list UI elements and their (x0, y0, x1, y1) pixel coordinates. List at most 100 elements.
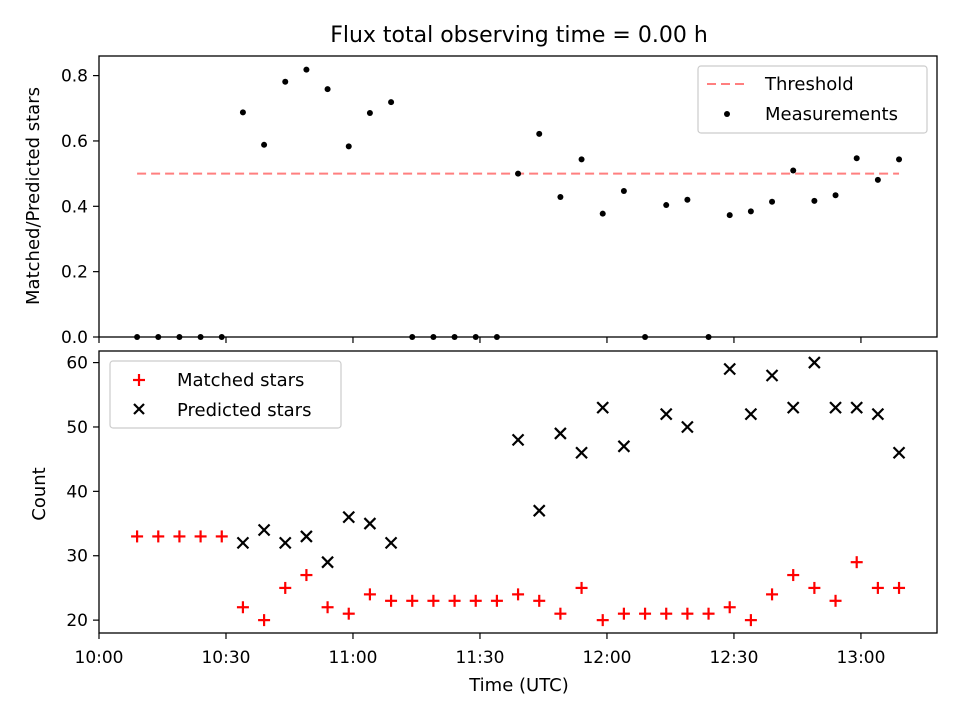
top-y-tick-label: 0.0 (61, 328, 88, 348)
bottom-y-tick-label: 40 (66, 482, 88, 502)
measurement-point (536, 130, 543, 137)
measurement-point (557, 193, 564, 200)
legend-threshold-label: Threshold (764, 74, 854, 95)
measurement-point (769, 198, 776, 205)
predicted-point (300, 530, 313, 543)
measurement-point (896, 156, 903, 163)
predicted-point (342, 510, 356, 524)
matched-point (258, 614, 271, 627)
legend-matched-label: Matched stars (177, 370, 304, 391)
legend-predicted-label: Predicted stars (177, 400, 311, 421)
measurement-point (366, 109, 373, 116)
top-y-axis-label: Matched/Predicted stars (23, 87, 44, 305)
matched-point (194, 530, 207, 543)
bottom-plot-frame (98, 350, 938, 634)
predicted-point (786, 401, 800, 414)
predicted-point (765, 369, 779, 382)
matched-point (406, 594, 419, 607)
predicted-point (257, 523, 271, 537)
x-tick-label: 10:30 (201, 648, 250, 668)
bottom-y-tick-label: 30 (66, 547, 88, 567)
matched-point (787, 569, 800, 582)
matched-point (131, 530, 144, 543)
matched-point (469, 594, 482, 607)
predicted-point (575, 446, 588, 460)
top-y-tick-label: 0.6 (61, 132, 88, 152)
predicted-point (808, 356, 821, 369)
top-y-tick-label: 0.4 (61, 197, 88, 217)
bottom-legend-frame (109, 360, 342, 429)
x-tick-label: 12:00 (582, 648, 631, 668)
matched-point (554, 607, 567, 620)
matched-point (448, 594, 461, 607)
matched-point (512, 588, 525, 601)
measurement-point (663, 202, 670, 209)
chart-title: Flux total observing time = 0.00 h (330, 23, 708, 48)
predicted-point (532, 504, 546, 517)
matched-point (871, 581, 884, 594)
measurement-point (388, 99, 395, 106)
matched-point (723, 601, 736, 614)
legend-matched-swatch (133, 374, 145, 386)
predicted-point (511, 433, 525, 447)
top-legend-frame (697, 65, 928, 134)
predicted-point (278, 536, 292, 550)
predicted-point (659, 407, 673, 421)
matched-point (152, 530, 165, 543)
x-tick-label: 11:30 (455, 648, 504, 668)
measurement-point (747, 208, 754, 215)
predicted-point (554, 427, 567, 440)
count-points (131, 356, 906, 627)
matched-point (173, 530, 186, 543)
matched-point (829, 594, 842, 607)
measurement-point (261, 141, 268, 148)
predicted-point (384, 536, 398, 550)
measurement-point (282, 78, 289, 85)
bottom-y-axis-label: Count (29, 467, 50, 520)
predicted-point (681, 420, 694, 434)
legend-predicted-swatch (133, 403, 145, 415)
matched-point (490, 594, 503, 607)
measurement-point (515, 170, 522, 177)
measurement-point (811, 197, 818, 204)
measurement-point (684, 196, 691, 203)
x-tick-label: 10:00 (75, 648, 124, 668)
matched-point (300, 569, 313, 582)
predicted-point (892, 446, 906, 460)
predicted-point (321, 555, 334, 569)
matched-point (342, 607, 355, 620)
bottom-y-tick-label: 60 (66, 354, 88, 374)
x-tick-label: 13:00 (836, 648, 885, 668)
matched-point (385, 594, 398, 607)
measurement-point (599, 210, 606, 217)
predicted-point (829, 401, 842, 414)
bottom-y-tick-label: 20 (66, 611, 88, 631)
matched-point (215, 530, 228, 543)
matched-point (639, 607, 652, 620)
top-plot-frame (98, 55, 938, 338)
matched-point (363, 588, 376, 601)
legend-measurements-swatch (724, 111, 730, 117)
top-y-axis: 0.0 0.2 0.4 0.6 0.8 (61, 67, 99, 348)
measurement-point (790, 167, 797, 174)
bottom-legend: Matched stars Predicted stars (109, 360, 342, 429)
matched-point (660, 607, 673, 620)
x-axis-label: Time (UTC) (468, 675, 569, 696)
top-y-tick-label: 0.2 (61, 263, 88, 283)
matched-point (850, 556, 863, 569)
measurement-point (303, 66, 310, 73)
matched-point (575, 581, 588, 594)
x-tick-label: 12:30 (709, 648, 758, 668)
predicted-point (236, 536, 250, 550)
measurement-point (345, 143, 352, 150)
matched-point (427, 594, 440, 607)
measurement-point (874, 176, 881, 183)
matched-point (893, 581, 906, 594)
bottom-y-axis: 20 30 40 50 60 (66, 354, 99, 631)
top-y-tick-label: 0.8 (61, 67, 88, 87)
predicted-point (596, 401, 610, 414)
top-legend: Threshold Measurements (697, 65, 928, 134)
bottom-y-tick-label: 50 (66, 418, 88, 438)
matched-point (596, 614, 609, 627)
